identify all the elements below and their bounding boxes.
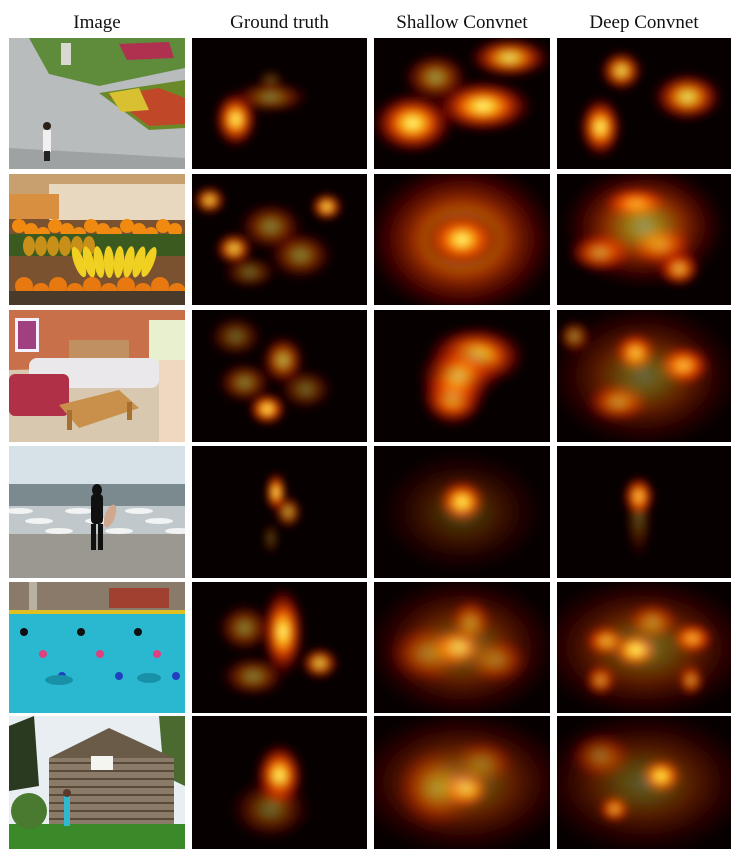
fixation-hotspot (625, 476, 653, 560)
fixation-hotspot (278, 368, 334, 410)
shallow-convnet-heatmap (374, 716, 550, 849)
fixation-hotspot (257, 69, 285, 90)
ground-truth-heatmap (192, 174, 367, 305)
fixation-hotspot (193, 186, 227, 215)
deep-convnet-heatmap (557, 174, 731, 305)
column-header-shallow-convnet: Shallow Convnet (374, 12, 550, 34)
column-header-ground-truth: Ground truth (192, 12, 367, 34)
fixation-hotspot (310, 192, 344, 221)
example-row (0, 582, 739, 713)
column-header-deep-convnet: Deep Convnet (557, 12, 731, 34)
ground-truth-heatmap (192, 582, 367, 713)
fixation-hotspot (557, 310, 731, 442)
deep-convnet-heatmap (557, 38, 731, 169)
fixation-hotspot (557, 716, 731, 849)
fixation-hotspot (262, 522, 279, 556)
deep-convnet-heatmap (557, 716, 731, 849)
fixation-hotspot (557, 582, 731, 713)
ground-truth-heatmap (192, 38, 367, 169)
deep-convnet-heatmap (557, 446, 731, 578)
column-header-image: Image (9, 12, 185, 34)
input-photo-cabin (9, 716, 185, 849)
fixation-hotspot (416, 344, 500, 407)
input-photo-beach (9, 446, 185, 578)
example-row (0, 38, 739, 169)
shallow-convnet-heatmap (374, 446, 550, 578)
ground-truth-heatmap (192, 446, 367, 578)
ground-truth-heatmap (192, 716, 367, 849)
shallow-convnet-heatmap (374, 582, 550, 713)
input-photo-pool (9, 582, 185, 713)
fixation-hotspot (222, 255, 278, 289)
shallow-convnet-heatmap (374, 310, 550, 442)
input-photo-fruit (9, 174, 185, 305)
fixation-hotspot (423, 210, 502, 269)
fixation-hotspot (217, 361, 273, 403)
fixation-hotspot (217, 603, 273, 653)
fixation-hotspot (578, 96, 623, 159)
fixation-hotspot (651, 72, 723, 122)
fixation-hotspot (599, 50, 644, 92)
fixation-hotspot (220, 655, 287, 697)
fixation-hotspot (208, 315, 264, 357)
fixation-hotspot (402, 52, 470, 102)
input-photo-living-room (9, 310, 185, 442)
deep-convnet-heatmap (557, 582, 731, 713)
fixation-hotspot (378, 449, 547, 576)
ground-truth-heatmap (192, 310, 367, 442)
input-photo-plaza (9, 38, 185, 169)
fixation-hotspot (274, 495, 302, 529)
fixation-hotspot (374, 582, 550, 713)
example-row (0, 716, 739, 849)
deep-convnet-heatmap (557, 310, 731, 442)
fixation-hotspot (229, 777, 313, 841)
fixation-hotspot (300, 646, 339, 680)
example-row (0, 446, 739, 578)
example-row (0, 174, 739, 305)
example-row (0, 310, 739, 442)
shallow-convnet-heatmap (374, 174, 550, 305)
fixation-hotspot (374, 716, 550, 849)
shallow-convnet-heatmap (374, 38, 550, 169)
